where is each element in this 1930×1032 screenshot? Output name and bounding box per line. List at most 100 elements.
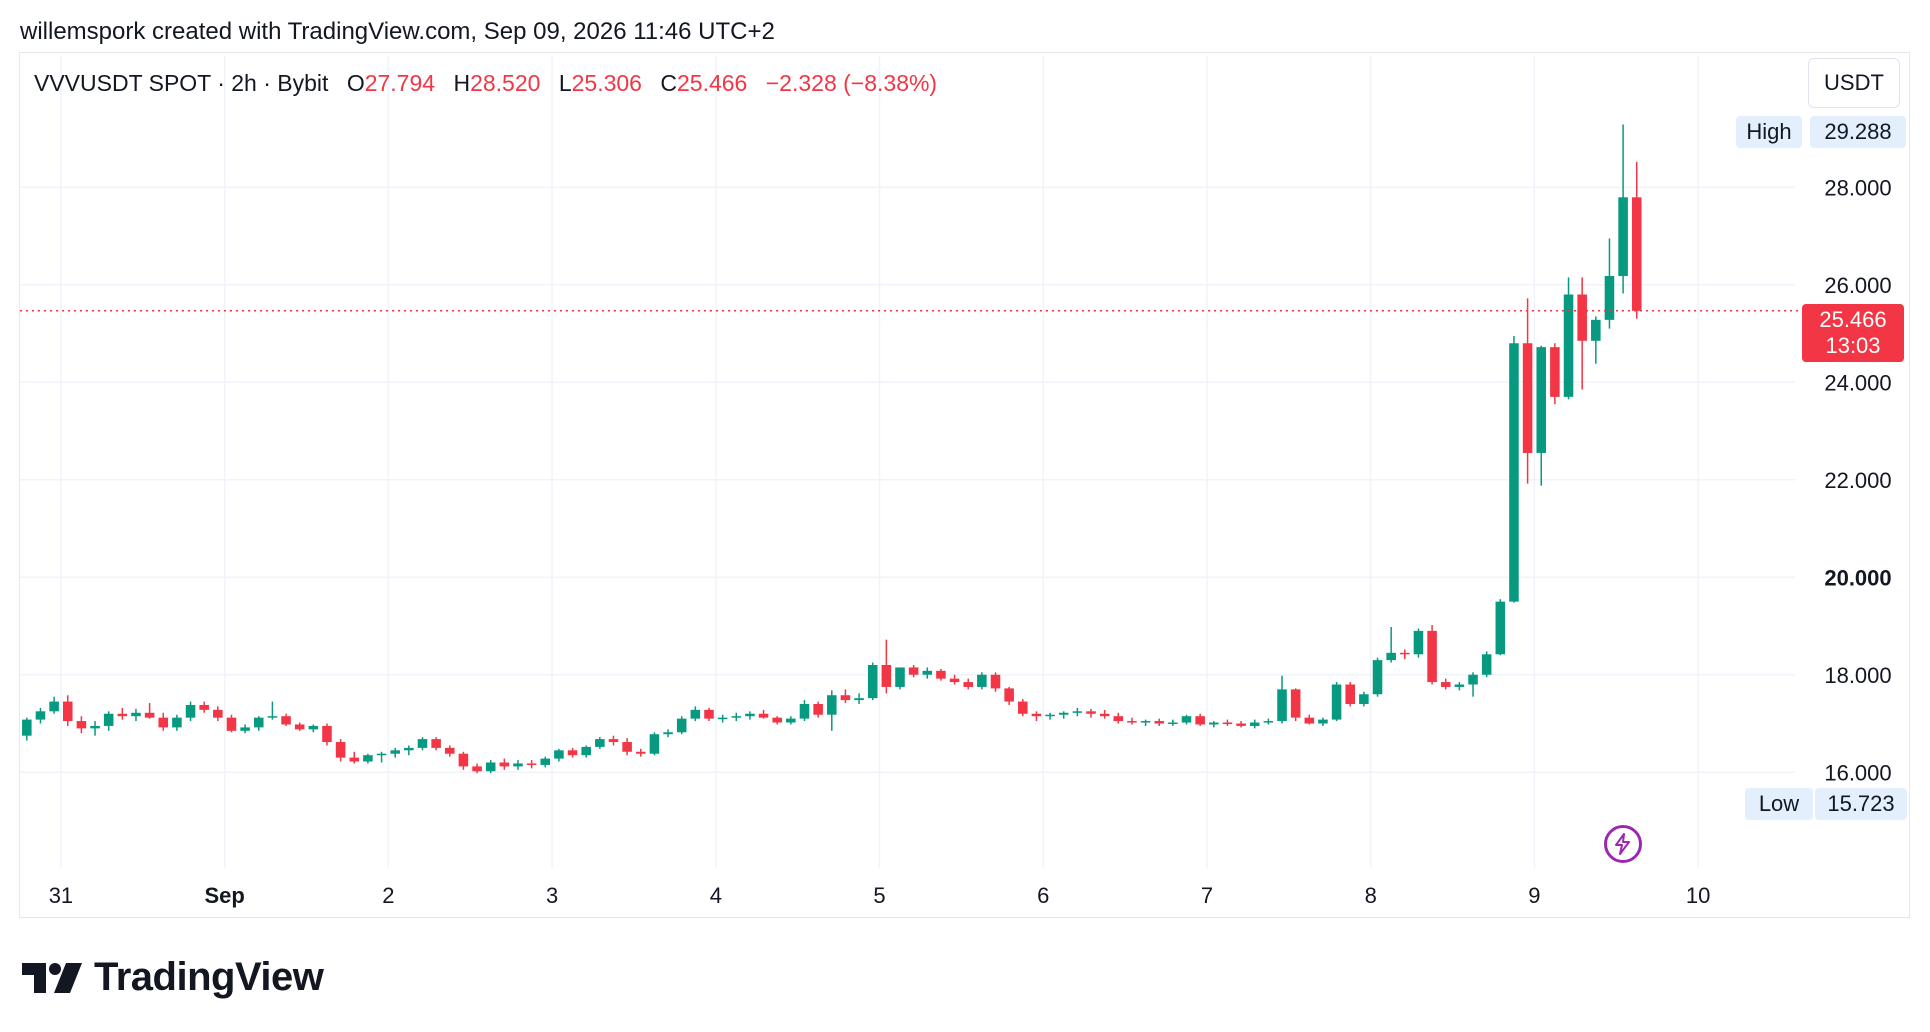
candle-body <box>1249 722 1260 726</box>
candle-body <box>322 725 332 743</box>
x-tick-label: 4 <box>710 883 722 908</box>
candle-body <box>1181 716 1192 723</box>
candle-body <box>881 665 892 687</box>
candle-body <box>1495 601 1506 655</box>
tradingview-logo[interactable]: TradingView <box>22 955 324 1000</box>
x-tick-label: 5 <box>873 883 885 908</box>
x-tick-label: 31 <box>49 883 73 908</box>
candle-body <box>444 747 455 754</box>
open-value: 27.794 <box>364 70 436 96</box>
close-value: 25.466 <box>677 70 748 96</box>
candle-body <box>949 678 960 683</box>
candle-body <box>1591 319 1601 341</box>
candle-body <box>240 727 250 731</box>
y-tick-label: 22.000 <box>1824 468 1891 493</box>
candle-body <box>1086 711 1096 714</box>
candle-body <box>704 709 714 719</box>
symbol-legend: VVVUSDT SPOT · 2h · Bybit O27.794 H28.52… <box>34 70 937 97</box>
y-tick-label: 16.000 <box>1824 760 1891 785</box>
currency-unit-button[interactable]: USDT <box>1808 58 1900 108</box>
candle-body <box>253 717 264 728</box>
candle-body <box>908 667 919 675</box>
candle-body <box>567 750 578 756</box>
y-tick-label: 20.000 <box>1824 565 1891 590</box>
low-marker-label: Low <box>1745 788 1813 820</box>
high-marker-label: High <box>1736 116 1802 148</box>
candle-body <box>281 716 291 725</box>
candle-body <box>977 674 987 687</box>
x-tick-label: 10 <box>1686 883 1710 908</box>
candle-countdown: 13:03 <box>1825 333 1881 358</box>
x-tick-label: 2 <box>382 883 394 908</box>
low-value: 25.306 <box>571 70 642 96</box>
candle-body <box>1277 689 1287 722</box>
y-tick-label: 28.000 <box>1824 175 1891 200</box>
candle-body <box>1018 701 1028 714</box>
candle-body <box>376 753 387 756</box>
candle-body <box>22 719 32 736</box>
candle-body <box>1345 684 1356 704</box>
candle-body <box>717 717 728 720</box>
candle-body <box>758 713 769 718</box>
candle-body <box>1058 712 1069 715</box>
low-label: L <box>558 70 572 96</box>
candle-body <box>226 717 237 731</box>
candle-body <box>1454 684 1465 687</box>
x-tick-label: 8 <box>1365 883 1377 908</box>
candle-body <box>267 716 278 718</box>
candle-body <box>608 739 619 743</box>
candle-body <box>1386 652 1396 661</box>
candle-body <box>1304 717 1315 724</box>
candle-body <box>1113 716 1124 722</box>
high-value: 28.520 <box>470 70 541 96</box>
candle-body <box>513 763 523 767</box>
candle-body <box>813 704 823 715</box>
candle-body <box>526 763 537 765</box>
candle-body <box>62 701 73 722</box>
candle-body <box>363 755 373 762</box>
candle-body <box>799 704 810 719</box>
candle-body <box>1290 689 1301 718</box>
candle-body <box>199 704 209 710</box>
candle-body <box>663 732 673 735</box>
candle-body <box>745 713 755 717</box>
candle-body <box>1618 197 1628 276</box>
candle-body <box>103 713 114 726</box>
x-tick-label: 9 <box>1528 883 1540 908</box>
candle-body <box>1318 719 1328 724</box>
candle-body <box>1168 722 1178 725</box>
last-price-badge: 25.466 13:03 <box>1802 304 1904 362</box>
x-tick-label: 7 <box>1201 883 1213 908</box>
chart-credit: willemspork created with TradingView.com… <box>20 18 775 45</box>
candle-body <box>895 667 905 687</box>
candle-body <box>649 734 660 754</box>
candle-body <box>1400 652 1410 655</box>
y-tick-label: 26.000 <box>1824 273 1891 298</box>
candle-body <box>1263 721 1274 723</box>
tradingview-wordmark: TradingView <box>94 955 324 999</box>
candle-body <box>731 716 742 718</box>
candle-body <box>172 717 182 728</box>
lightning-icon[interactable] <box>1604 825 1642 863</box>
candle-body <box>485 762 496 772</box>
candle-body <box>840 695 851 701</box>
candle-body <box>1468 674 1478 685</box>
candle-body <box>622 742 632 752</box>
candle-body <box>1427 630 1437 683</box>
candle-body <box>1222 722 1233 725</box>
candle-body <box>1631 197 1642 311</box>
candle-body <box>1359 694 1369 704</box>
candle-body <box>390 750 400 754</box>
candle-body <box>1099 713 1110 717</box>
candle-body <box>499 762 510 767</box>
low-marker-value: 15.723 <box>1815 788 1907 820</box>
lightning-glyph <box>1615 833 1630 855</box>
candle-body <box>1154 721 1164 724</box>
symbol-label: VVVUSDT SPOT · 2h · Bybit <box>34 70 329 96</box>
candle-body <box>595 739 605 747</box>
candle-body <box>404 747 414 751</box>
candle-body <box>1004 688 1014 702</box>
candle-body <box>458 753 469 767</box>
candle-body <box>185 704 196 718</box>
